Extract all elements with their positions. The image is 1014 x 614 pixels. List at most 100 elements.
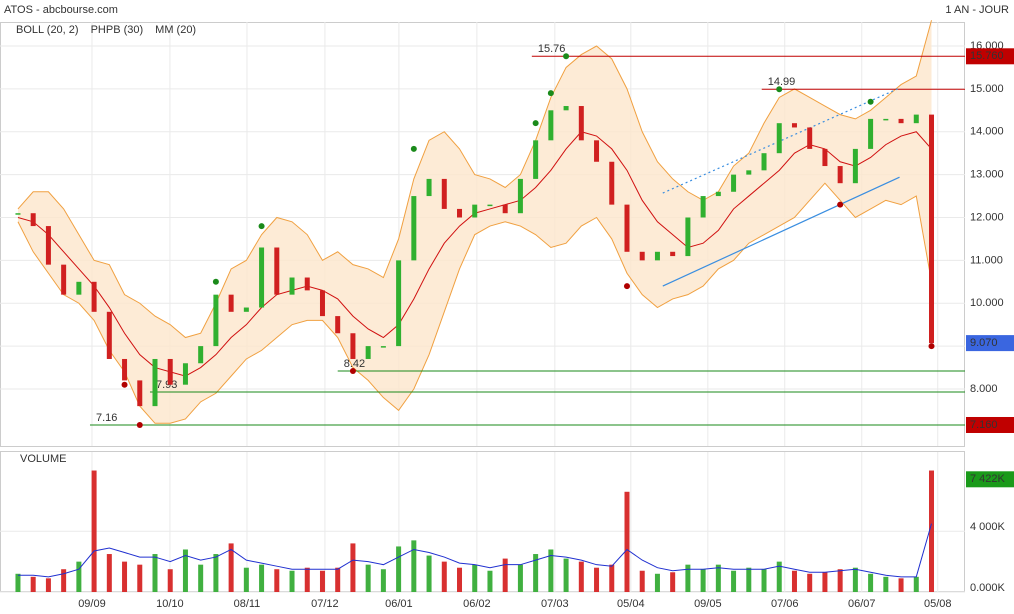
volume-bar xyxy=(852,567,858,592)
candle xyxy=(137,380,143,407)
candle xyxy=(594,140,600,162)
volume-bar xyxy=(91,470,97,592)
volume-bar xyxy=(396,546,402,592)
candle xyxy=(776,123,782,154)
phpb-high xyxy=(212,278,219,285)
x-tick-label: 09/05 xyxy=(694,598,722,610)
volume-bar xyxy=(122,561,128,592)
volume-bar xyxy=(441,561,447,592)
volume-bar xyxy=(426,555,432,592)
candle xyxy=(761,153,767,171)
candle xyxy=(106,311,112,359)
volume-bar xyxy=(654,573,660,592)
candle xyxy=(883,118,889,121)
candle xyxy=(685,217,691,257)
candle xyxy=(533,140,539,179)
volume-bar xyxy=(700,569,706,592)
candle xyxy=(380,346,386,348)
volume-bar xyxy=(502,558,508,592)
level-label: 14.99 xyxy=(768,76,796,88)
volume-bar xyxy=(533,554,539,592)
candle xyxy=(15,213,21,215)
x-tick-label: 05/04 xyxy=(617,598,645,610)
candle xyxy=(487,204,493,207)
volume-bar xyxy=(731,570,737,592)
volume-bar xyxy=(548,549,554,592)
volume-bar xyxy=(167,569,173,592)
volume-bar xyxy=(198,564,204,592)
y-tick-label: 11.000 xyxy=(970,254,1003,266)
phpb-high xyxy=(410,145,417,152)
candle xyxy=(396,260,402,347)
y-tick-label: 12.000 xyxy=(970,211,1004,223)
volume-bar xyxy=(457,567,463,592)
volume-bar xyxy=(837,569,843,592)
price-badge xyxy=(966,416,1014,433)
chart-title: ATOS - abcbourse.com xyxy=(4,4,118,16)
candle xyxy=(654,251,660,261)
volume-title: VOLUME xyxy=(20,453,66,465)
candle xyxy=(152,358,158,407)
candle xyxy=(852,148,858,184)
volume-bar xyxy=(259,564,265,592)
candle xyxy=(457,208,463,218)
price-badge xyxy=(966,48,1014,65)
price-frame xyxy=(0,22,965,447)
volume-bar xyxy=(213,554,219,592)
candle xyxy=(898,118,904,124)
x-tick-label: 06/02 xyxy=(463,598,491,610)
candle xyxy=(76,281,82,295)
volume-badge-label: 7 422K xyxy=(970,473,1006,485)
volume-bar xyxy=(289,570,295,592)
candle xyxy=(350,333,356,359)
candle xyxy=(61,264,67,295)
volume-bar xyxy=(868,573,874,592)
candle xyxy=(441,178,447,209)
candle xyxy=(563,106,569,111)
y-tick-label: 0.000K xyxy=(970,582,1006,594)
y-tick-label: 4 000K xyxy=(970,521,1006,533)
candle xyxy=(228,294,234,312)
x-tick-label: 06/07 xyxy=(848,598,876,610)
volume-bar xyxy=(670,572,676,592)
candle xyxy=(807,127,813,149)
legend-entry: MM (20) xyxy=(155,24,196,36)
x-tick-label: 06/01 xyxy=(385,598,413,610)
phpb-low xyxy=(136,421,143,428)
phpb-high xyxy=(532,120,539,127)
price-badge-label: 7.160 xyxy=(970,419,998,431)
candle xyxy=(715,191,721,197)
candle xyxy=(30,213,36,227)
candle xyxy=(274,247,280,295)
level-label: 7.16 xyxy=(96,412,117,424)
volume-bar xyxy=(380,569,386,592)
phpb-high xyxy=(563,53,570,60)
candle xyxy=(304,277,310,291)
candle xyxy=(182,363,188,385)
candle xyxy=(578,106,584,141)
x-tick-label: 08/11 xyxy=(234,598,261,610)
phpb-high xyxy=(258,223,265,230)
volume-bar xyxy=(746,567,752,592)
candle xyxy=(365,346,371,359)
volume-bar xyxy=(228,543,234,592)
trend-line xyxy=(662,87,900,194)
volume-bar xyxy=(335,567,341,592)
candle xyxy=(624,204,630,252)
volume-bar xyxy=(365,564,371,592)
volume-bar xyxy=(472,564,478,592)
legend-entry: PHPB (30) xyxy=(91,24,144,36)
volume-bar xyxy=(61,569,67,592)
volume-bar xyxy=(350,543,356,592)
phpb-low xyxy=(837,201,844,208)
volume-bar xyxy=(304,567,310,592)
x-tick-label: 07/03 xyxy=(541,598,569,610)
candle xyxy=(167,358,173,385)
candle xyxy=(517,178,523,214)
bollinger-area xyxy=(17,20,932,424)
volume-bar xyxy=(182,549,188,592)
volume-bar xyxy=(45,578,51,592)
volume-bar xyxy=(152,554,158,592)
